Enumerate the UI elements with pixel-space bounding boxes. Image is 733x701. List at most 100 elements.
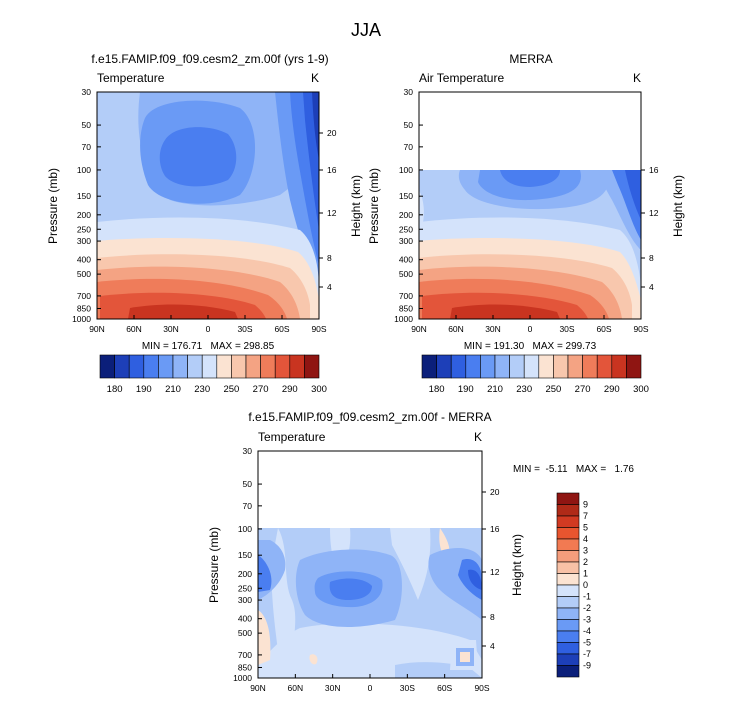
colorbar-label: 180 (429, 384, 445, 395)
latitude-tick-label: 60S (274, 324, 289, 334)
colorbar-swatch (523, 354, 540, 379)
colorbar-swatch (128, 354, 145, 379)
colorbar-label: -5 (583, 638, 591, 648)
height-tick-label: 20 (327, 128, 337, 138)
panel-merra-subtitle: Air Temperature (419, 71, 504, 85)
latitude-tick-label: 0 (528, 324, 533, 334)
panel-diff-stats: MIN = -5.11 MAX = 1.76 (513, 464, 634, 475)
pressure-tick-label: 50 (404, 120, 414, 130)
height-tick-label: 12 (327, 208, 337, 218)
colorbar-label: 300 (311, 384, 327, 395)
colorbar-swatch (509, 354, 525, 379)
pressure-tick-label: 1000 (72, 314, 91, 324)
height-tick-label: 16 (327, 165, 337, 175)
panel-diff-ylabel: Pressure (mb) (207, 527, 221, 603)
panel-merra: MERRA Air Temperature K 30 50 70 100 150 200 2… (367, 52, 685, 395)
panel-diff-subtitle: Temperature (258, 430, 326, 444)
latitude-tick-label: 90N (89, 324, 105, 334)
colorbar-swatch (421, 354, 437, 379)
height-tick-label: 8 (327, 253, 332, 263)
colorbar-label: 5 (583, 523, 588, 533)
height-tick-label: 20 (490, 487, 500, 497)
colorbar-label: 4 (583, 534, 588, 544)
colorbar-swatch (143, 354, 159, 379)
pressure-tick-label: 150 (77, 191, 91, 201)
latitude-tick-label: 90S (474, 683, 489, 693)
pressure-tick-label: 50 (82, 120, 92, 130)
colorbar-label: 230 (194, 384, 210, 395)
height-tick-label: 8 (649, 253, 654, 263)
colorbar-label: 300 (633, 384, 649, 395)
colorbar-label: 190 (136, 384, 152, 395)
colorbar-swatch (465, 354, 481, 379)
colorbar-label: 0 (583, 580, 588, 590)
height-tick-label: 4 (327, 282, 332, 292)
pressure-tick-label: 30 (82, 87, 92, 97)
colorbar-swatch (289, 354, 305, 379)
colorbar-swatch (260, 354, 276, 379)
colorbar-label: 230 (516, 384, 532, 395)
pressure-tick-label: 700 (238, 650, 252, 660)
colorbar-swatch (556, 492, 580, 505)
colorbar-swatch (556, 561, 580, 574)
colorbar-swatch (114, 354, 130, 379)
latitude-tick-label: 60N (126, 324, 142, 334)
pressure-tick-label: 200 (399, 210, 413, 220)
colorbar-swatch (596, 354, 613, 379)
colorbar-swatch (556, 607, 580, 620)
pressure-tick-label: 850 (77, 303, 91, 313)
pressure-tick-label: 700 (399, 291, 413, 301)
colorbar-swatch (556, 573, 580, 586)
colorbar-swatch (274, 354, 291, 379)
pressure-tick-label: 70 (82, 142, 92, 152)
colorbar-label: 250 (223, 384, 239, 395)
colorbar-swatch (626, 354, 642, 379)
pressure-tick-label: 500 (238, 628, 252, 638)
pressure-tick-label: 150 (238, 550, 252, 560)
pressure-tick-label: 500 (77, 269, 91, 279)
latitude-tick-label: 90S (633, 324, 648, 334)
colorbar-swatch (556, 550, 580, 563)
colorbar-swatch (216, 354, 232, 379)
pressure-tick-label: 100 (238, 524, 252, 534)
pressure-tick-label: 70 (404, 142, 414, 152)
height-tick-label: 8 (490, 612, 495, 622)
colorbar-label: 9 (583, 500, 588, 510)
colorbar-swatch (556, 584, 580, 597)
panel-model-title: f.e15.FAMIP.f09_f09.cesm2_zm.00f (yrs 1-… (91, 52, 328, 66)
panel-merra-ylabel: Pressure (mb) (367, 168, 381, 244)
pressure-tick-label: 250 (77, 224, 91, 234)
pressure-tick-label: 500 (399, 269, 413, 279)
latitude-tick-label: 30N (163, 324, 179, 334)
latitude-tick-label: 30N (325, 683, 341, 693)
latitude-tick-label: 60S (596, 324, 611, 334)
colorbar-label: 270 (575, 384, 591, 395)
panel-model: f.e15.FAMIP.f09_f09.cesm2_zm.00f (yrs 1-… (46, 52, 363, 395)
latitude-tick-label: 30S (237, 324, 252, 334)
colorbar-swatch (436, 354, 452, 379)
figure-title: JJA (351, 20, 381, 40)
height-tick-label: 16 (649, 165, 659, 175)
pressure-tick-label: 300 (77, 236, 91, 246)
colorbar-label: 270 (253, 384, 269, 395)
height-tick-label: 4 (649, 282, 654, 292)
colorbar-swatch (582, 354, 598, 379)
panel-model-stats: MIN = 176.71 MAX = 298.85 (142, 341, 275, 352)
colorbar-swatch (556, 630, 580, 643)
colorbar-swatch (556, 665, 580, 678)
colorbar-label: 190 (458, 384, 474, 395)
pressure-tick-label: 50 (243, 479, 253, 489)
colorbar-swatch (556, 596, 580, 609)
colorbar-label: 3 (583, 546, 588, 556)
panel-diff-units: K (474, 430, 482, 444)
colorbar-swatch (556, 642, 580, 655)
pressure-tick-label: 300 (238, 595, 252, 605)
panel-model-ylabel-right: Height (km) (349, 175, 363, 237)
colorbar-swatch (556, 527, 580, 540)
pressure-tick-label: 300 (399, 236, 413, 246)
latitude-tick-label: 0 (206, 324, 211, 334)
pressure-tick-label: 700 (77, 291, 91, 301)
colorbar-swatch (231, 354, 247, 379)
colorbar-swatch (172, 354, 188, 379)
colorbar-swatch (556, 504, 580, 517)
